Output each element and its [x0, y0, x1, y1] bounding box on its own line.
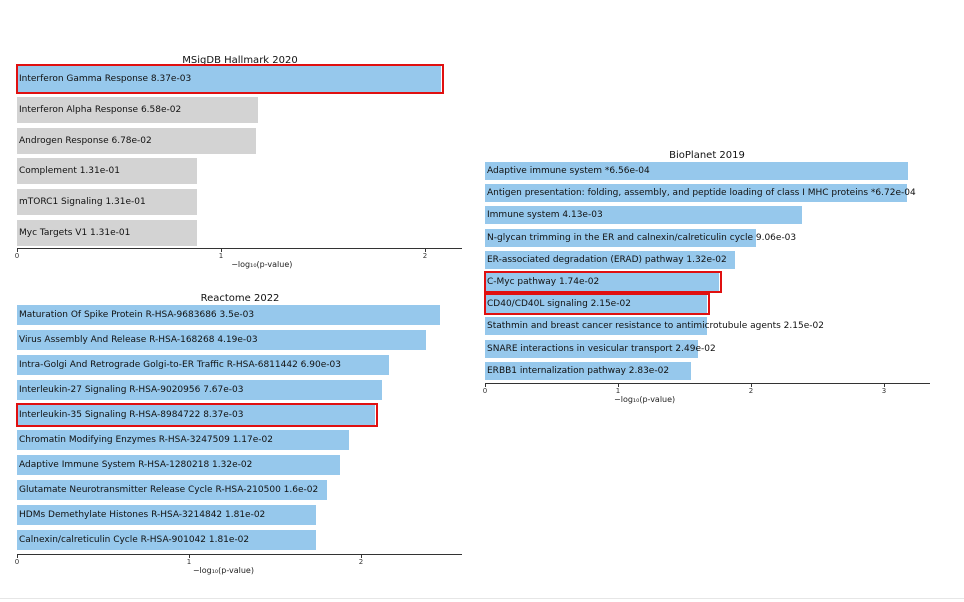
- msigdb-tick-1: [221, 249, 222, 252]
- msigdb-tick-2: [425, 249, 426, 252]
- reactome-bar-1: [17, 330, 427, 350]
- bioplanet-bar-9: [485, 361, 692, 380]
- msigdb-tick-label-2: 2: [422, 252, 428, 260]
- bioplanet-tick-3: [884, 384, 885, 387]
- msigdb-x-axis: [17, 248, 462, 249]
- bioplanet-tick-label-2: 2: [748, 387, 754, 395]
- bioplanet-bar-label-3: N-glycan trimming in the ER and calnexin…: [487, 232, 797, 243]
- reactome-bar-label-8: HDMs Demethylate Histones R-HSA-3214842 …: [19, 510, 266, 520]
- msigdb-bar-label-2: Androgen Response 6.78e-02: [19, 135, 152, 146]
- bottom-divider: [0, 598, 964, 599]
- msigdb-bar-label-3: Complement 1.31e-01: [19, 166, 120, 177]
- reactome-bar-label-5: Chromatin Modifying Enzymes R-HSA-324750…: [19, 435, 273, 445]
- reactome-bar-2: [17, 355, 389, 375]
- bioplanet-bar-label-6: CD40/CD40L signaling 2.15e-02: [487, 299, 631, 310]
- msigdb-bar-label-0: Interferon Gamma Response 8.37e-03: [19, 74, 192, 84]
- bioplanet-x-label: −log₁₀(p-value): [614, 395, 676, 404]
- bioplanet-bar-2: [485, 206, 802, 225]
- reactome-tick-0: [17, 555, 18, 558]
- reactome-bar-3: [17, 380, 382, 400]
- bioplanet-bar-label-5: C-Myc pathway 1.74e-02: [487, 277, 600, 287]
- reactome-tick-label-1: 1: [186, 558, 192, 566]
- msigdb-x-label: −log₁₀(p-value): [231, 260, 293, 269]
- reactome-bar-8: [17, 505, 317, 525]
- reactome-tick-1: [189, 555, 190, 558]
- reactome-highlight-box-4: [16, 403, 378, 427]
- reactome-tick-label-0: 0: [14, 558, 20, 566]
- msigdb-bar-0: [17, 66, 442, 92]
- bioplanet-bar-1: [485, 184, 907, 203]
- bioplanet-bar-7: [485, 317, 708, 336]
- bioplanet-bar-4: [485, 250, 736, 269]
- reactome-tick-label-2: 2: [358, 558, 364, 566]
- msigdb-bar-label-4: mTORC1 Signaling 1.31e-01: [19, 197, 146, 208]
- msigdb-bar-label-5: Myc Targets V1 1.31e-01: [19, 228, 131, 238]
- reactome-bar-label-4: Interleukin-35 Signaling R-HSA-8984722 8…: [19, 410, 244, 420]
- reactome-tick-2: [361, 555, 362, 558]
- reactome-x-label: −log₁₀(p-value): [192, 566, 254, 575]
- bioplanet-bar-label-2: Immune system 4.13e-03: [487, 210, 603, 221]
- reactome-bar-label-6: Adaptive Immune System R-HSA-1280218 1.3…: [19, 460, 253, 470]
- bioplanet-tick-label-1: 1: [615, 387, 621, 395]
- bioplanet-tick-0: [485, 384, 486, 387]
- bioplanet-bar-5: [485, 273, 720, 291]
- msigdb-bar-1: [17, 96, 258, 123]
- msigdb-tick-label-0: 0: [14, 252, 20, 260]
- reactome-bar-6: [17, 455, 341, 475]
- bioplanet-title: BioPlanet 2019: [669, 150, 745, 161]
- bioplanet-bar-label-1: Antigen presentation: folding, assembly,…: [487, 188, 916, 199]
- msigdb-bar-label-1: Interferon Alpha Response 6.58e-02: [19, 104, 182, 115]
- msigdb-highlight-box-0: [16, 64, 445, 94]
- bioplanet-bar-label-0: Adaptive immune system *6.56e-04: [487, 166, 650, 176]
- msigdb-tick-label-1: 1: [218, 252, 224, 260]
- bioplanet-bar-0: [485, 162, 908, 180]
- reactome-x-axis: [17, 554, 462, 555]
- msigdb-title: MSigDB Hallmark 2020: [182, 55, 298, 66]
- reactome-title: Reactome 2022: [200, 293, 280, 304]
- reactome-bar-label-7: Glutamate Neurotransmitter Release Cycle…: [19, 485, 319, 495]
- reactome-bar-label-1: Virus Assembly And Release R-HSA-168268 …: [19, 335, 258, 345]
- msigdb-bar-3: [17, 158, 197, 185]
- bioplanet-bar-label-7: Stathmin and breast cancer resistance to…: [487, 321, 824, 332]
- bioplanet-bar-label-9: ERBB1 internalization pathway 2.83e-02: [487, 365, 670, 376]
- reactome-bar-9: [17, 530, 317, 550]
- bioplanet-bar-8: [485, 339, 698, 358]
- bioplanet-bar-6: [485, 295, 708, 314]
- bioplanet-tick-label-0: 0: [482, 387, 488, 395]
- bioplanet-tick-2: [751, 384, 752, 387]
- reactome-bar-label-3: Interleukin-27 Signaling R-HSA-9020956 7…: [19, 385, 244, 395]
- reactome-bar-5: [17, 430, 349, 450]
- bioplanet-highlight-box-6: [484, 293, 711, 316]
- bioplanet-bar-3: [485, 228, 757, 247]
- bioplanet-tick-1: [618, 384, 619, 387]
- reactome-bar-0: [17, 305, 441, 325]
- reactome-bar-4: [17, 405, 375, 425]
- bioplanet-bar-label-8: SNARE interactions in vesicular transpor…: [487, 343, 716, 354]
- msigdb-bar-5: [17, 220, 197, 246]
- bioplanet-highlight-box-5: [484, 271, 723, 293]
- msigdb-bar-4: [17, 189, 197, 216]
- bioplanet-x-axis: [485, 383, 930, 384]
- reactome-bar-label-0: Maturation Of Spike Protein R-HSA-968368…: [19, 310, 255, 320]
- reactome-bar-label-9: Calnexin/calreticulin Cycle R-HSA-901042…: [19, 535, 250, 545]
- bioplanet-bar-label-4: ER-associated degradation (ERAD) pathway…: [487, 254, 727, 265]
- msigdb-tick-0: [17, 249, 18, 252]
- reactome-bar-label-2: Intra-Golgi And Retrograde Golgi-to-ER T…: [19, 360, 341, 370]
- bioplanet-tick-label-3: 3: [881, 387, 887, 395]
- msigdb-bar-2: [17, 127, 256, 154]
- reactome-bar-7: [17, 480, 327, 500]
